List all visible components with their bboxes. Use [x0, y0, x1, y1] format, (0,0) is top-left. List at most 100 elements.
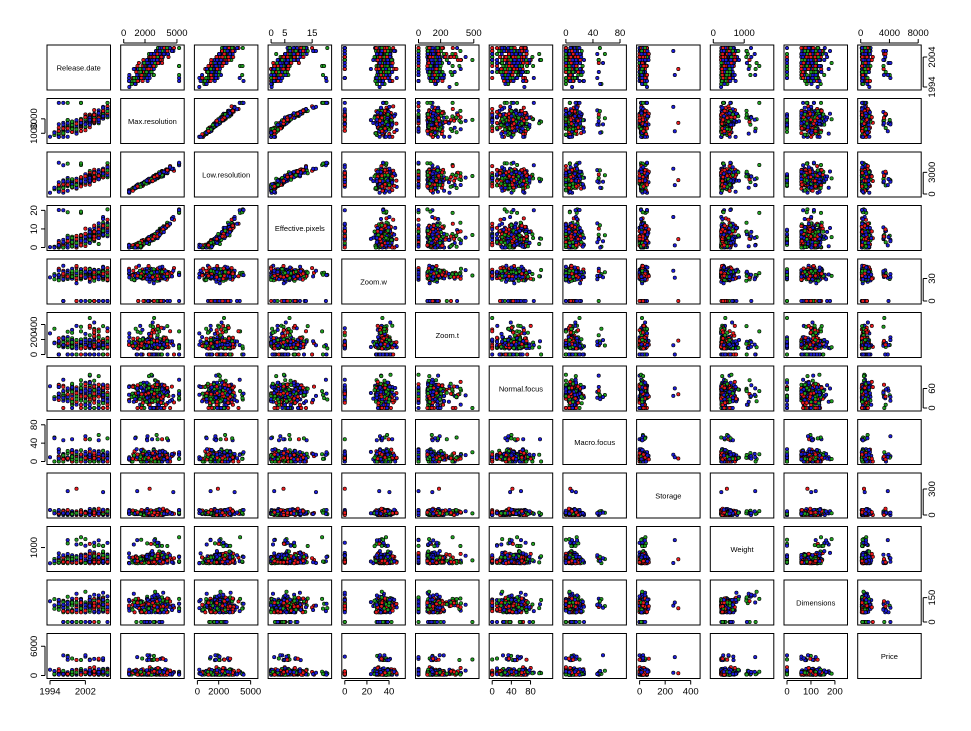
data-point [97, 112, 100, 115]
data-point [379, 70, 382, 73]
data-point [601, 61, 604, 64]
data-point [522, 55, 525, 58]
data-point [53, 131, 56, 134]
data-point [84, 129, 87, 132]
data-point [276, 58, 279, 61]
data-point [807, 46, 810, 49]
data-point [455, 46, 458, 49]
panel-Release.date-vs-Max.resolution [121, 45, 185, 90]
data-point [508, 67, 511, 70]
data-point [512, 55, 515, 58]
data-point [455, 82, 458, 85]
data-point [326, 46, 329, 49]
data-point [811, 76, 814, 79]
data-point [383, 49, 386, 52]
data-point [507, 52, 510, 55]
data-point [302, 49, 305, 52]
data-point [198, 85, 201, 88]
data-point [57, 101, 60, 104]
data-point [441, 46, 444, 49]
data-point [206, 70, 209, 73]
data-point [720, 82, 723, 85]
data-point [136, 64, 139, 67]
data-point [811, 49, 814, 52]
data-point [380, 64, 383, 67]
data-point [491, 70, 494, 73]
data-point [79, 121, 82, 124]
data-point [810, 70, 813, 73]
data-point [62, 123, 65, 126]
data-point [531, 64, 534, 67]
data-point [62, 101, 65, 104]
data-point [866, 82, 869, 85]
data-point [391, 61, 394, 64]
data-point [491, 58, 494, 61]
data-point [277, 76, 280, 79]
data-point [816, 52, 819, 55]
data-point [438, 67, 441, 70]
data-point [578, 46, 581, 49]
data-point [805, 64, 808, 67]
data-point [434, 82, 437, 85]
data-point [733, 58, 736, 61]
data-point [435, 67, 438, 70]
data-point [101, 106, 104, 109]
data-point [870, 58, 873, 61]
data-point [511, 73, 514, 76]
data-point [861, 76, 864, 79]
data-point [48, 135, 51, 138]
data-point [139, 70, 142, 73]
data-point [729, 79, 732, 82]
data-point [504, 82, 507, 85]
data-point [75, 128, 78, 131]
data-point [864, 70, 867, 73]
data-point [597, 70, 600, 73]
data-point [101, 109, 104, 112]
data-point [393, 49, 396, 52]
data-point [376, 58, 379, 61]
data-point [568, 52, 571, 55]
data-point [145, 58, 148, 61]
data-point [802, 61, 805, 64]
data-point [677, 67, 680, 70]
data-point [275, 52, 278, 55]
data-point [79, 129, 82, 132]
data-point [578, 79, 581, 82]
data-point [322, 64, 325, 67]
data-point [506, 76, 509, 79]
data-point [132, 67, 135, 70]
data-point [441, 79, 444, 82]
data-point [814, 70, 817, 73]
data-point [241, 64, 244, 67]
data-point [286, 55, 289, 58]
data-point [640, 52, 643, 55]
data-point [722, 49, 725, 52]
data-point [150, 70, 153, 73]
data-point [672, 49, 675, 52]
panel-frame [47, 99, 111, 144]
data-point [290, 61, 293, 64]
data-point [451, 46, 454, 49]
data-point [177, 73, 180, 76]
data-point [417, 49, 420, 52]
data-point [205, 76, 208, 79]
data-point [521, 70, 524, 73]
data-point [758, 64, 761, 67]
data-point [522, 79, 525, 82]
data-point [491, 64, 494, 67]
data-point [238, 76, 241, 79]
data-point [755, 61, 758, 64]
data-point [429, 64, 432, 67]
data-point [814, 64, 817, 67]
panel-Max.resolution-vs-Max.resolution: Max.resolution [121, 99, 185, 144]
data-point [734, 79, 737, 82]
data-point [70, 120, 73, 123]
data-point [737, 58, 740, 61]
data-point [720, 67, 723, 70]
data-point [218, 70, 221, 73]
data-point [861, 55, 864, 58]
data-point [136, 73, 139, 76]
data-point [827, 67, 830, 70]
panel-Release.date-vs-Dimensions [784, 45, 848, 90]
data-point [512, 67, 515, 70]
